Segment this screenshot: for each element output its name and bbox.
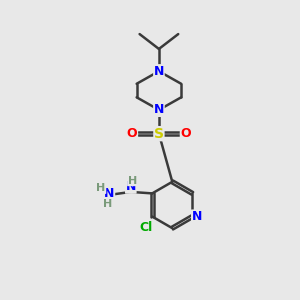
Text: H: H bbox=[128, 176, 137, 186]
Text: N: N bbox=[154, 103, 164, 116]
Text: O: O bbox=[127, 127, 137, 140]
Text: N: N bbox=[104, 187, 115, 200]
Text: O: O bbox=[180, 127, 191, 140]
Text: S: S bbox=[154, 127, 164, 141]
Text: N: N bbox=[154, 65, 164, 78]
Text: N: N bbox=[126, 180, 136, 193]
Text: H: H bbox=[103, 199, 112, 209]
Text: H: H bbox=[97, 183, 106, 193]
Text: Cl: Cl bbox=[139, 221, 152, 234]
Text: N: N bbox=[192, 210, 202, 223]
